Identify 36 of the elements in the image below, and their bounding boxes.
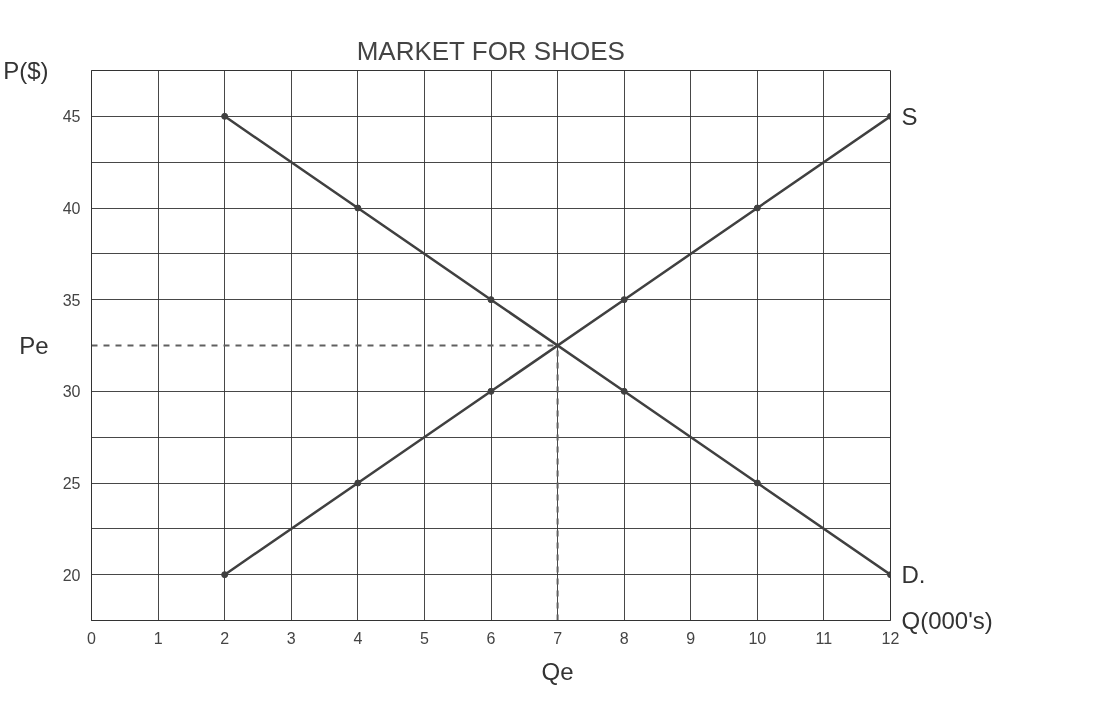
x-tick-label: 11 [815,629,833,647]
point [487,387,495,395]
series-label: D. [901,561,926,589]
point [620,387,628,395]
ref-line-label: Pe [19,332,49,359]
x-tick-label: 12 [881,629,900,647]
point [354,479,362,487]
x-tick-label: 4 [353,629,363,647]
y-tick-label: 45 [62,108,81,126]
y-tick-label: 20 [62,566,81,584]
y-tick-label: 30 [62,383,81,401]
x-tick-label: 1 [153,629,163,647]
x-tick-label: 9 [686,629,696,647]
point [221,112,229,120]
y-tick-label: 25 [62,475,81,492]
x-tick-label: 10 [748,629,767,647]
x-tick-label: 0 [87,629,97,647]
x-axis-title: Q(000's) [901,607,993,634]
x-tick-label: 8 [619,629,629,647]
x-tick-label: 2 [220,629,230,647]
chart-title: MARKET FOR SHOES [356,35,625,66]
y-tick-label: 40 [62,200,81,217]
point [753,479,761,487]
point [487,296,495,304]
ref-line-label: Qe [541,657,574,685]
point [354,204,362,212]
point [221,571,229,579]
y-tick-label: 35 [62,291,81,309]
x-tick-label: 7 [553,629,563,647]
point [620,296,628,304]
x-tick-label: 3 [286,629,296,647]
x-tick-label: 6 [486,629,496,647]
x-tick-label: 5 [419,629,429,647]
series-label: S [901,102,918,130]
point [753,204,761,212]
y-axis-title: P($) [3,57,49,84]
